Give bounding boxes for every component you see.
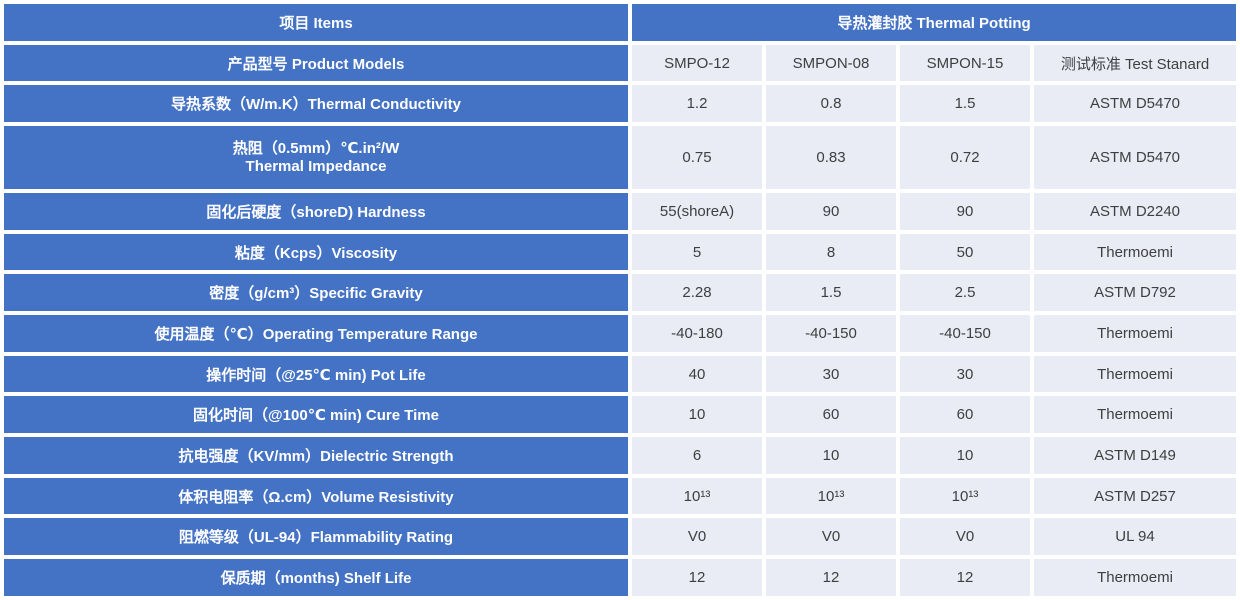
table-row: 固化时间（@100℃ min) Cure Time 10 60 60 Therm… [4, 396, 1237, 434]
standard-cell: UL 94 [1034, 518, 1237, 556]
value-cell: 10 [766, 437, 896, 474]
value-cell: 90 [766, 192, 896, 230]
value-cell: 0.8 [766, 85, 896, 123]
standard-cell: ASTM D5470 [1034, 126, 1237, 189]
value-cell: 10 [900, 437, 1030, 474]
value-cell: 6 [632, 437, 762, 474]
table-row: 热阻（0.5mm）℃.in²/W Thermal Impedance 0.75 … [4, 126, 1237, 189]
value-cell: 50 [900, 233, 1030, 271]
model-column-header: SMPO-12 [632, 44, 762, 82]
standard-cell: ASTM D5470 [1034, 85, 1237, 123]
value-cell: 55(shoreA) [632, 192, 762, 230]
product-models-row: 产品型号 Product Models SMPO-12 SMPON-08 SMP… [4, 44, 1237, 82]
value-cell: 40 [632, 355, 762, 393]
value-cell: 1.2 [632, 85, 762, 123]
value-cell: -40-180 [632, 315, 762, 352]
row-label: 操作时间（@25℃ min) Pot Life [4, 355, 628, 393]
row-label-line2: Thermal Impedance [245, 157, 387, 175]
table-row: 固化后硬度（shoreD) Hardness 55(shoreA) 90 90 … [4, 192, 1237, 230]
table-row: 操作时间（@25℃ min) Pot Life 40 30 30 Thermoe… [4, 355, 1237, 393]
value-cell: 90 [900, 192, 1030, 230]
value-cell: 60 [900, 396, 1030, 434]
standard-cell: Thermoemi [1034, 396, 1237, 434]
row-label: 使用温度（℃）Operating Temperature Range [4, 315, 628, 352]
table-row: 使用温度（℃）Operating Temperature Range -40-1… [4, 315, 1237, 352]
row-label: 阻燃等级（UL-94）Flammability Rating [4, 518, 628, 556]
standard-cell: ASTM D149 [1034, 437, 1237, 474]
row-label: 体积电阻率（Ω.cm）Volume Resistivity [4, 477, 628, 515]
table-row: 导热系数（W/m.K）Thermal Conductivity 1.2 0.8 … [4, 85, 1237, 123]
table-row: 保质期（months) Shelf Life 12 12 12 Thermoem… [4, 559, 1237, 596]
model-column-header: SMPON-08 [766, 44, 896, 82]
product-models-label-cell: 产品型号 Product Models [4, 44, 628, 82]
standard-cell: ASTM D257 [1034, 477, 1237, 515]
value-cell: 60 [766, 396, 896, 434]
value-cell: 10¹³ [632, 477, 762, 515]
value-cell: 2.5 [900, 274, 1030, 312]
value-cell: V0 [900, 518, 1030, 556]
row-label: 固化时间（@100℃ min) Cure Time [4, 396, 628, 434]
row-label: 固化后硬度（shoreD) Hardness [4, 192, 628, 230]
standard-cell: Thermoemi [1034, 233, 1237, 271]
row-label: 密度（g/cm³）Specific Gravity [4, 274, 628, 312]
table-header-row: 项目 Items 导热灌封胶 Thermal Potting [4, 4, 1237, 41]
row-label: 导热系数（W/m.K）Thermal Conductivity [4, 85, 628, 123]
value-cell: V0 [766, 518, 896, 556]
value-cell: 12 [766, 559, 896, 596]
value-cell: 1.5 [900, 85, 1030, 123]
value-cell: 10¹³ [900, 477, 1030, 515]
standard-cell: Thermoemi [1034, 355, 1237, 393]
model-column-header: SMPON-15 [900, 44, 1030, 82]
value-cell: 1.5 [766, 274, 896, 312]
value-cell: 0.75 [632, 126, 762, 189]
group-header-cell: 导热灌封胶 Thermal Potting [632, 4, 1237, 41]
value-cell: 2.28 [632, 274, 762, 312]
row-label: 抗电强度（KV/mm）Dielectric Strength [4, 437, 628, 474]
table-row: 密度（g/cm³）Specific Gravity 2.28 1.5 2.5 A… [4, 274, 1237, 312]
value-cell: 12 [632, 559, 762, 596]
standard-cell: Thermoemi [1034, 315, 1237, 352]
value-cell: 10¹³ [766, 477, 896, 515]
value-cell: 8 [766, 233, 896, 271]
standard-cell: ASTM D792 [1034, 274, 1237, 312]
table-row: 体积电阻率（Ω.cm）Volume Resistivity 10¹³ 10¹³ … [4, 477, 1237, 515]
items-header-cell: 项目 Items [4, 4, 628, 41]
value-cell: 0.83 [766, 126, 896, 189]
row-label: 保质期（months) Shelf Life [4, 559, 628, 596]
table-row: 抗电强度（KV/mm）Dielectric Strength 6 10 10 A… [4, 437, 1237, 474]
value-cell: -40-150 [900, 315, 1030, 352]
table-row: 粘度（Kcps）Viscosity 5 8 50 Thermoemi [4, 233, 1237, 271]
value-cell: 5 [632, 233, 762, 271]
value-cell: 10 [632, 396, 762, 434]
value-cell: 30 [766, 355, 896, 393]
value-cell: 30 [900, 355, 1030, 393]
table-row: 阻燃等级（UL-94）Flammability Rating V0 V0 V0 … [4, 518, 1237, 556]
standard-cell: ASTM D2240 [1034, 192, 1237, 230]
value-cell: -40-150 [766, 315, 896, 352]
standard-cell: Thermoemi [1034, 559, 1237, 596]
test-standard-column-header: 测试标准 Test Stanard [1034, 44, 1237, 82]
row-label-line1: 热阻（0.5mm）℃.in²/W [232, 139, 400, 157]
row-label: 粘度（Kcps）Viscosity [4, 233, 628, 271]
row-label: 热阻（0.5mm）℃.in²/W Thermal Impedance [4, 126, 628, 189]
value-cell: V0 [632, 518, 762, 556]
value-cell: 0.72 [900, 126, 1030, 189]
value-cell: 12 [900, 559, 1030, 596]
